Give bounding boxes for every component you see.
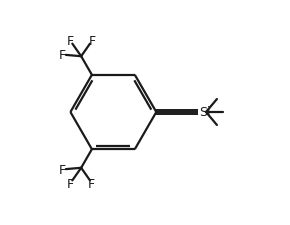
Text: F: F: [66, 177, 74, 190]
Text: F: F: [59, 49, 66, 62]
Text: F: F: [59, 163, 66, 176]
Text: F: F: [88, 177, 95, 190]
Text: F: F: [66, 35, 74, 48]
Text: Si: Si: [199, 106, 211, 119]
Text: F: F: [89, 35, 96, 48]
